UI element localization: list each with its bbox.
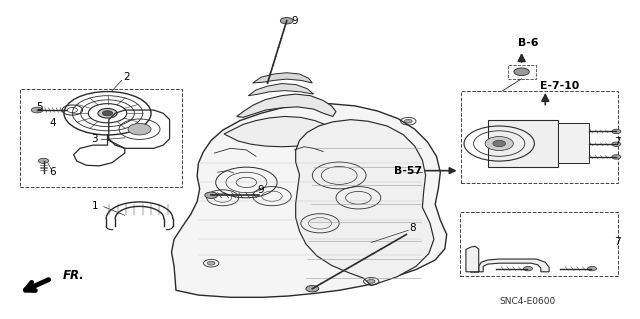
Polygon shape: [224, 116, 333, 147]
Circle shape: [485, 137, 513, 151]
Bar: [488, 120, 558, 167]
Circle shape: [128, 123, 151, 135]
Circle shape: [38, 158, 49, 163]
Text: 2: 2: [124, 71, 130, 82]
Polygon shape: [466, 246, 479, 272]
Circle shape: [514, 68, 529, 76]
Circle shape: [612, 142, 621, 146]
Text: 9: 9: [291, 16, 298, 26]
Bar: [508, 65, 536, 79]
Polygon shape: [237, 94, 336, 117]
Text: 5: 5: [36, 102, 43, 112]
Circle shape: [612, 129, 621, 134]
Polygon shape: [248, 84, 314, 96]
Polygon shape: [172, 104, 447, 297]
Polygon shape: [470, 259, 549, 272]
Circle shape: [280, 18, 293, 24]
Circle shape: [102, 111, 113, 116]
Text: E-7-10: E-7-10: [540, 81, 580, 91]
Text: 7: 7: [614, 137, 621, 147]
Text: 7: 7: [614, 237, 621, 248]
Text: FR.: FR.: [63, 269, 84, 282]
Text: 4: 4: [49, 118, 56, 128]
Text: SNC4-E0600: SNC4-E0600: [500, 297, 556, 306]
Circle shape: [207, 261, 215, 265]
Bar: [461, 91, 618, 183]
Circle shape: [493, 140, 506, 147]
Text: 3: 3: [92, 134, 98, 144]
Text: 6: 6: [49, 167, 56, 177]
Circle shape: [612, 155, 621, 159]
Circle shape: [404, 119, 412, 123]
Text: 1: 1: [92, 201, 98, 211]
Circle shape: [31, 107, 43, 113]
Text: B-57: B-57: [394, 166, 422, 176]
Text: B-6: B-6: [518, 38, 538, 48]
Text: 8: 8: [410, 223, 416, 233]
Circle shape: [588, 266, 596, 271]
Text: 9: 9: [258, 185, 264, 195]
Bar: [558, 123, 589, 163]
Bar: [460, 212, 618, 276]
Circle shape: [205, 192, 218, 198]
Circle shape: [306, 286, 319, 292]
Circle shape: [98, 108, 117, 118]
Polygon shape: [296, 120, 434, 286]
Polygon shape: [253, 73, 312, 83]
Circle shape: [367, 279, 375, 283]
Circle shape: [524, 266, 532, 271]
